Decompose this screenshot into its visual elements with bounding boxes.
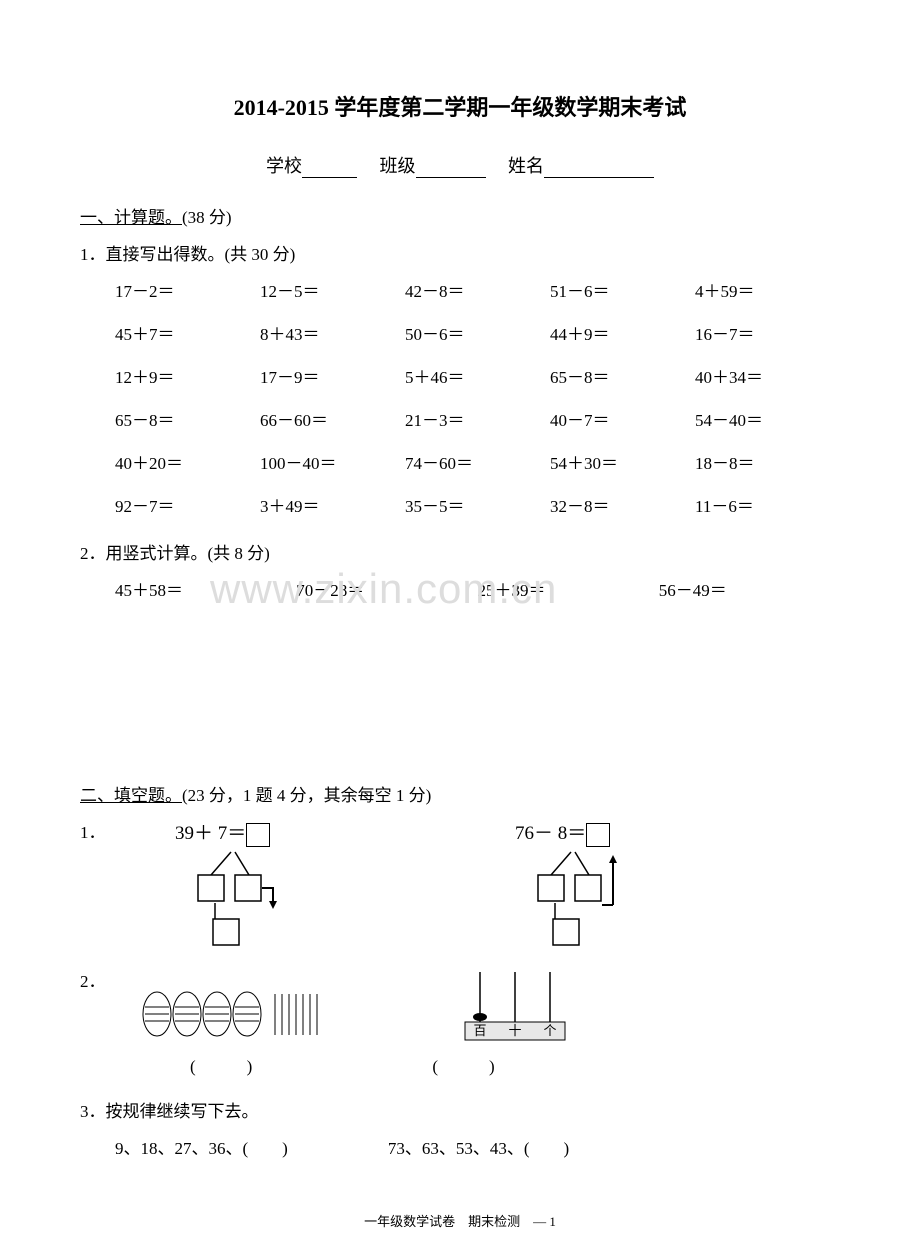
q1-1-label: 1．直接写出得数。(共 30 分) <box>80 240 840 265</box>
calc-item: 40＋34＝ <box>695 363 840 388</box>
calc-item: 12＋9＝ <box>115 363 260 388</box>
q2-2-container: 百 十 个 <box>115 967 585 1042</box>
calc-item: 8＋43＝ <box>260 320 405 345</box>
vertical-calc-grid: 45＋58＝70－28＝25＋39＝56－49＝ <box>80 576 840 601</box>
calc-item: 35－5＝ <box>405 492 550 517</box>
split-diagram-icon <box>533 847 643 952</box>
eq-2-text: 76－ 8＝ <box>515 823 586 844</box>
calc-item: 17－9＝ <box>260 363 405 388</box>
calc-item: 12－5＝ <box>260 277 405 302</box>
calc-item: 3＋49＝ <box>260 492 405 517</box>
section-2-points: (23 分，1 题 4 分，其余每空 1 分) <box>182 786 431 805</box>
answer-paren[interactable]: ( ) <box>190 1052 252 1077</box>
school-label: 学校 <box>266 156 302 176</box>
vert-calc-item: 70－28＝ <box>296 576 477 601</box>
calc-item: 32－8＝ <box>550 492 695 517</box>
calc-item: 42－8＝ <box>405 277 550 302</box>
answer-paren[interactable]: ( ) <box>432 1052 494 1077</box>
calc-item: 5＋46＝ <box>405 363 550 388</box>
calc-item: 100－40＝ <box>260 449 405 474</box>
sticks-bundle-icon <box>135 987 355 1042</box>
q1-2-label: 2．用竖式计算。(共 8 分) <box>80 539 840 564</box>
calc-item: 21－3＝ <box>405 406 550 431</box>
student-info-line: 学校 班级 姓名 <box>80 152 840 178</box>
calc-item: 51－6＝ <box>550 277 695 302</box>
q2-3-label: 3．按规律继续写下去。 <box>80 1097 840 1122</box>
calc-item: 74－60＝ <box>405 449 550 474</box>
svg-text:百: 百 <box>473 1023 486 1038</box>
eq-2: 76－ 8＝ <box>515 818 735 847</box>
q2-1-item-b: 76－ 8＝ <box>515 818 735 957</box>
calc-item: 44＋9＝ <box>550 320 695 345</box>
calc-item: 17－2＝ <box>115 277 260 302</box>
calc-item: 11－6＝ <box>695 492 840 517</box>
calc-item: 40＋20＝ <box>115 449 260 474</box>
calc-item: 65－8＝ <box>115 406 260 431</box>
calc-item: 54－40＝ <box>695 406 840 431</box>
section-1-header: 一、计算题。(38 分) <box>80 203 840 228</box>
eq-1-text: 39＋ 7＝ <box>175 823 246 844</box>
calc-item: 92－7＝ <box>115 492 260 517</box>
calc-item: 45＋7＝ <box>115 320 260 345</box>
section-2-header: 二、填空题。(23 分，1 题 4 分，其余每空 1 分) <box>80 781 840 806</box>
q2-1-container: 39＋ 7＝ 76－ 8＝ <box>115 818 735 957</box>
answer-box[interactable] <box>586 823 610 847</box>
calc-grid: 17－2＝12－5＝42－8＝51－6＝4＋59＝ 45＋7＝8＋43＝50－6＝… <box>80 277 840 517</box>
section-2-title: 二、填空题。 <box>80 786 182 805</box>
q2-2-answers: ( ) ( ) <box>80 1052 840 1077</box>
vert-calc-item: 56－49＝ <box>659 576 840 601</box>
abacus-icon: 百 十 个 <box>455 967 585 1042</box>
class-blank[interactable] <box>416 177 486 178</box>
sequence-2: 73、63、53、43、( ) <box>388 1134 569 1159</box>
calc-item: 16－7＝ <box>695 320 840 345</box>
school-blank[interactable] <box>302 177 357 178</box>
page-footer: 一年级数学试卷 期末检测 — 1 <box>0 1211 920 1230</box>
q2-2-num: 2． <box>80 967 115 992</box>
name-blank[interactable] <box>544 177 654 178</box>
name-label: 姓名 <box>508 156 544 176</box>
class-label: 班级 <box>380 156 416 176</box>
calc-item: 40－7＝ <box>550 406 695 431</box>
vert-calc-item: 25＋39＝ <box>478 576 659 601</box>
calc-item: 50－6＝ <box>405 320 550 345</box>
vert-calc-item: 45＋58＝ <box>115 576 296 601</box>
svg-text:十: 十 <box>508 1023 521 1038</box>
eq-1: 39＋ 7＝ <box>175 818 395 847</box>
section-1-title: 一、计算题。 <box>80 208 182 227</box>
calc-item: 66－60＝ <box>260 406 405 431</box>
answer-box[interactable] <box>246 823 270 847</box>
sequence-1: 9、18、27、36、( ) <box>115 1134 288 1159</box>
svg-text:个: 个 <box>543 1023 556 1038</box>
calc-item: 4＋59＝ <box>695 277 840 302</box>
q2-3-sequences: 9、18、27、36、( ) 73、63、53、43、( ) <box>80 1134 840 1159</box>
calc-item: 18－8＝ <box>695 449 840 474</box>
split-diagram-icon <box>193 847 303 952</box>
q2-1-num: 1． <box>80 818 115 843</box>
page-title: 2014-2015 学年度第二学期一年级数学期末考试 <box>80 90 840 122</box>
q2-1-item-a: 39＋ 7＝ <box>175 818 395 957</box>
calc-item: 54＋30＝ <box>550 449 695 474</box>
calc-item: 65－8＝ <box>550 363 695 388</box>
section-1-points: (38 分) <box>182 208 232 227</box>
